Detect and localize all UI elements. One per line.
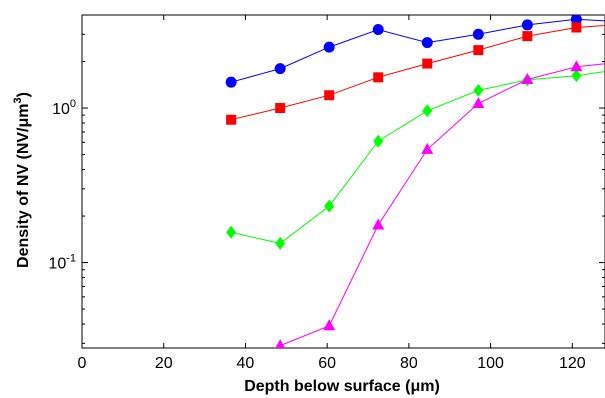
y-tick-label-exponent: 0 [70, 98, 76, 110]
plot-frame [81, 14, 605, 349]
y-tick-label-base: 10 [52, 101, 70, 118]
data-point-series-2 [522, 31, 533, 42]
data-point-series-2 [226, 114, 237, 125]
series-line-1 [230, 18, 605, 83]
data-point-series-1 [421, 37, 433, 49]
data-point-series-4 [421, 142, 434, 154]
data-point-series-1 [372, 24, 384, 36]
y-axis-label-close: ) [15, 92, 32, 97]
data-point-series-2 [473, 45, 484, 56]
series-line-3 [230, 71, 605, 244]
data-point-series-1 [225, 76, 237, 88]
x-tick-label: 100 [477, 355, 504, 372]
data-point-series-2 [571, 22, 582, 33]
data-point-series-3 [324, 199, 335, 213]
axes [81, 14, 605, 349]
data-point-series-4 [275, 339, 285, 348]
x-tick-label: 60 [318, 355, 336, 372]
data-point-series-3 [571, 69, 582, 83]
data-point-series-2 [324, 90, 335, 101]
x-tick-label: 0 [78, 355, 87, 372]
data-point-series-3 [226, 225, 237, 239]
data-point-series-4 [372, 218, 385, 230]
x-axis-label: Depth below surface (μm) [244, 378, 440, 395]
data-point-series-3 [373, 134, 384, 148]
x-tick-label: 20 [155, 355, 173, 372]
series-line-2 [230, 24, 605, 121]
data-point-series-1 [274, 63, 286, 75]
y-axis-label-superscript: 3 [12, 97, 24, 103]
y-tick-label: 100 [52, 98, 76, 118]
data-point-series-4 [521, 72, 534, 84]
data-point-series-2 [373, 72, 384, 83]
series-line-4 [280, 63, 605, 347]
data-point-series-2 [422, 58, 433, 69]
data-point-series-4 [570, 60, 583, 72]
y-tick-label: 10-1 [48, 253, 76, 273]
x-tick-label: 40 [237, 355, 255, 372]
data-point-series-3 [422, 104, 433, 118]
y-axis-label: Density of NV (NV/μm3) [12, 92, 32, 268]
data-point-series-4 [323, 319, 336, 331]
data-point-series-2 [275, 103, 286, 114]
x-tick-label: 120 [559, 355, 586, 372]
y-tick-label-exponent: -1 [66, 253, 76, 265]
data-point-series-3 [275, 236, 286, 250]
data-point-series-1 [472, 28, 484, 40]
data-point-series-3 [473, 83, 484, 97]
y-axis-label-main: Density of NV (NV/μm [15, 103, 32, 267]
y-tick-label-base: 10 [48, 256, 66, 273]
data-point-series-4 [472, 96, 485, 108]
data-point-series-1 [521, 19, 533, 31]
series-layer [225, 15, 605, 348]
data-point-series-1 [570, 15, 582, 25]
data-point-series-1 [323, 41, 335, 53]
x-tick-label: 80 [400, 355, 418, 372]
